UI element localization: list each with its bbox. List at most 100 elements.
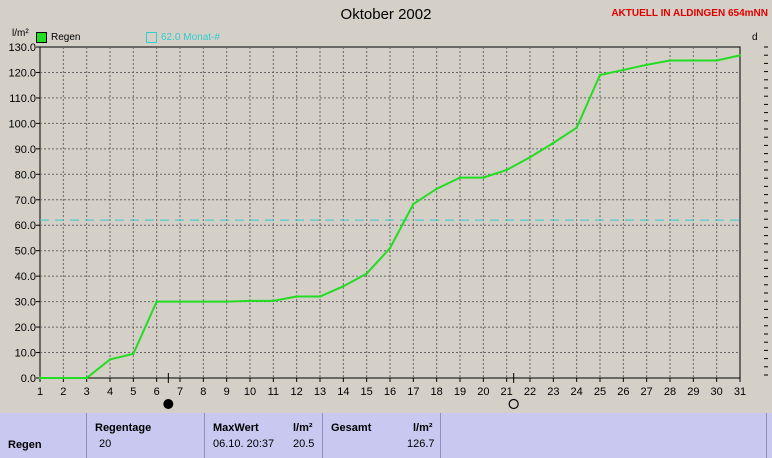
x-tick-label: 28: [664, 386, 676, 398]
regentage-value: 20: [99, 438, 112, 450]
x-tick-label: 30: [711, 386, 723, 398]
x-tick-label: 7: [177, 386, 183, 398]
x-tick-label: 29: [687, 386, 699, 398]
x-tick-label: 4: [107, 386, 113, 398]
data-point-regen: [458, 176, 462, 179]
data-point-regen: [85, 376, 88, 380]
maxwert-header: MaxWert: [213, 422, 259, 434]
data-point-regen: [715, 59, 718, 62]
x-tick-label: 6: [154, 386, 160, 398]
data-point-regen: [412, 202, 415, 206]
x-tick-label: 24: [571, 386, 583, 398]
x-tick-label: 26: [617, 386, 629, 398]
data-point-regen: [482, 176, 485, 179]
y-tick-label: 20.0: [15, 322, 36, 334]
new-moon-icon: [163, 399, 174, 409]
legend-label-reference: 62.0 Monat-#: [161, 32, 220, 43]
data-point-regen: [108, 358, 112, 361]
data-point-regen: [505, 168, 508, 172]
x-tick-label: 5: [130, 386, 136, 398]
legend-swatch-reference: [146, 32, 157, 43]
x-tick-label: 12: [291, 386, 303, 398]
x-tick-label: 13: [314, 386, 326, 398]
x-tick-label: 11: [268, 386, 279, 398]
y-axis-unit: l/m²: [12, 28, 29, 39]
x-tick-label: 22: [524, 386, 536, 398]
x-tick-label: 1: [37, 386, 43, 398]
empty-cell: [440, 413, 767, 458]
regentage-header: Regentage: [95, 422, 152, 434]
y-tick-label: 70.0: [15, 195, 36, 207]
y-tick-label: 0.0: [21, 373, 36, 385]
data-point-regen: [575, 126, 578, 129]
maxwert-cell: MaxWert l/m² 06.10. 20:37 20.5: [204, 413, 323, 458]
data-point-regen: [645, 63, 648, 67]
x-tick-label: 25: [594, 386, 606, 398]
x-tick-label: 2: [60, 386, 66, 398]
x-tick-label: 19: [454, 386, 466, 398]
data-point-regen: [598, 73, 602, 77]
y-tick-label: 120.0: [8, 67, 36, 79]
data-point-regen: [435, 187, 438, 191]
location-status: AKTUELL IN ALDINGEN 654mNN: [611, 8, 768, 19]
gesamt-unit: l/m²: [413, 422, 433, 434]
data-point-regen: [528, 156, 532, 159]
data-point-regen: [248, 299, 252, 303]
y-tick-label: 90.0: [15, 144, 36, 156]
full-moon-icon: [508, 398, 519, 410]
data-point-regen: [622, 68, 625, 72]
maxwert-value: 20.5: [293, 438, 315, 450]
data-point-regen: [365, 272, 368, 275]
data-point-regen: [38, 376, 42, 380]
data-point-regen: [388, 246, 392, 250]
x-tick-label: 9: [224, 386, 230, 398]
x-tick-label: 10: [244, 386, 256, 398]
y-tick-label: 60.0: [15, 220, 36, 232]
gesamt-cell: Gesamt l/m² 126.7: [322, 413, 441, 458]
right-axis-label: d: [752, 32, 758, 43]
y-tick-label: 110.0: [9, 93, 36, 105]
y-tick-label: 50.0: [15, 246, 36, 258]
maxwert-unit: l/m²: [293, 422, 313, 434]
data-point-regen: [62, 376, 65, 380]
x-tick-label: 27: [641, 386, 653, 398]
data-point-regen: [272, 299, 275, 303]
legend-label-regen: Regen: [51, 32, 81, 43]
x-tick-label: 21: [501, 386, 513, 398]
data-point-regen: [342, 285, 345, 288]
legend-reference[interactable]: 62.0 Monat-#: [146, 32, 220, 43]
data-point-regen: [295, 295, 298, 298]
regentage-cell: Regentage 20: [86, 413, 205, 458]
y-tick-label: 130.0: [8, 42, 36, 54]
data-point-regen: [202, 300, 205, 303]
x-tick-label: 20: [477, 386, 489, 398]
data-point-regen: [668, 59, 672, 62]
data-point-regen: [178, 300, 182, 303]
maxwert-date: 06.10. 20:37: [213, 438, 275, 450]
legend-swatch-regen: [36, 32, 47, 43]
data-point-regen: [225, 300, 228, 303]
y-tick-label: 100.0: [8, 118, 36, 130]
y-tick-label: 30.0: [15, 297, 36, 309]
data-point-regen: [155, 300, 158, 303]
x-tick-label: 23: [547, 386, 559, 398]
data-point-regen: [132, 352, 135, 356]
y-tick-label: 40.0: [15, 271, 36, 283]
x-tick-label: 14: [337, 386, 349, 398]
data-point-regen: [552, 141, 555, 145]
x-tick-label: 17: [407, 386, 419, 398]
legend-regen[interactable]: Regen: [36, 32, 80, 43]
data-point-regen: [692, 59, 695, 62]
y-tick-label: 10.0: [15, 348, 36, 360]
data-point-regen: [738, 54, 742, 57]
gesamt-header: Gesamt: [331, 422, 372, 434]
x-tick-label: 3: [84, 386, 90, 398]
chart-panel: 1 2 3 4 5 6 7 8 9 10 11 12 13 14 15 16 17 18 19 20 21 22 23 24 2…: [0, 0, 772, 413]
x-tick-label: 15: [361, 386, 373, 398]
stats-panel: Regen Regentage 20 MaxWert l/m² 06.10. 2…: [0, 413, 772, 458]
y-tick-label: 80.0: [15, 169, 36, 181]
stats-row-label: Regen: [8, 439, 42, 451]
x-tick-label: 31: [734, 386, 746, 398]
chart-title: Oktober 2002: [340, 6, 432, 23]
gesamt-value: 126.7: [407, 438, 435, 450]
